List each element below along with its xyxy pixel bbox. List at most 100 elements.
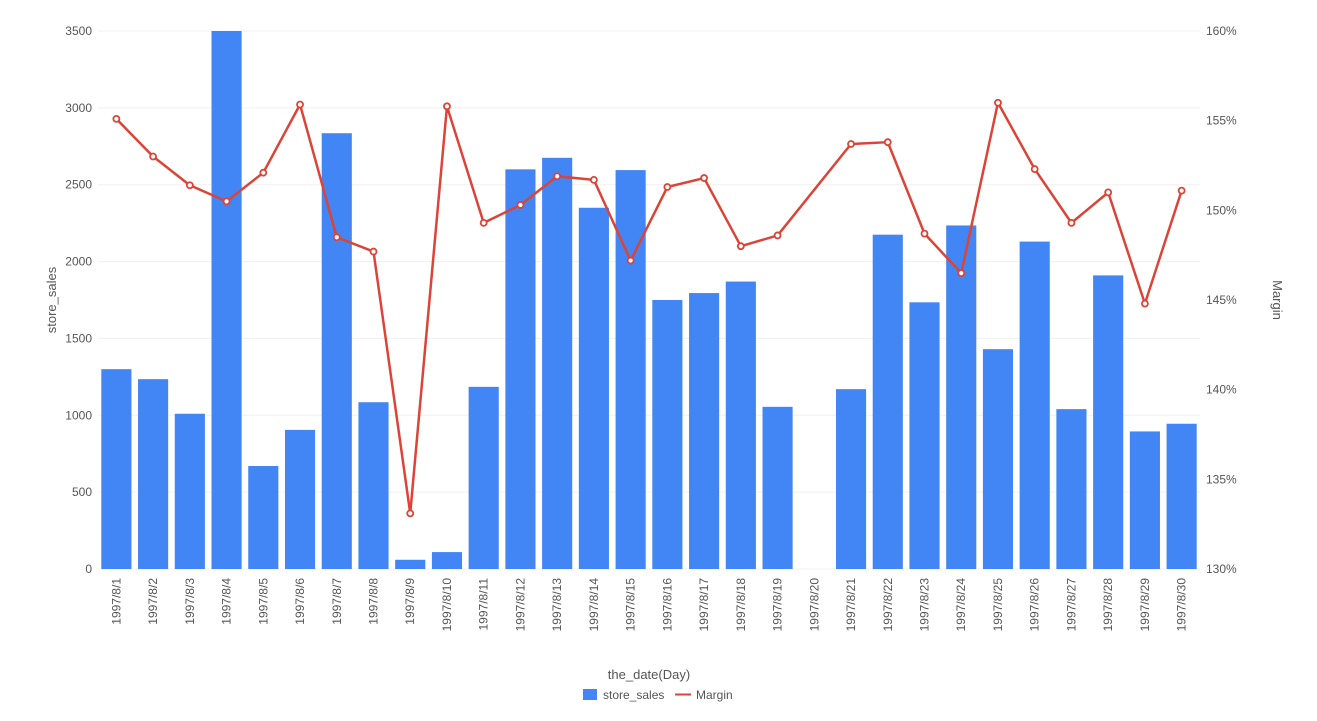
legend-item-store-sales[interactable]: store_sales <box>583 688 664 702</box>
left-tick-label: 3000 <box>65 101 92 115</box>
left-tick-label: 1500 <box>65 331 92 345</box>
margin-point[interactable] <box>112 114 121 123</box>
bar-store-sales[interactable] <box>1093 275 1124 569</box>
bar-store-sales[interactable] <box>909 302 940 569</box>
left-tick-label: 1000 <box>65 408 92 422</box>
x-tick-label: 1997/8/27 <box>1064 578 1078 632</box>
margin-point[interactable] <box>296 100 304 109</box>
left-tick-label: 2500 <box>65 178 92 192</box>
margin-point[interactable] <box>1177 186 1186 195</box>
margin-point[interactable] <box>1067 218 1076 227</box>
x-tick-label: 1997/8/7 <box>330 578 344 625</box>
margin-point[interactable] <box>516 201 525 209</box>
bar-store-sales[interactable] <box>1129 431 1160 569</box>
left-tick-label: 3500 <box>65 24 92 38</box>
bar-store-sales[interactable] <box>762 406 793 569</box>
margin-point[interactable] <box>847 140 855 148</box>
x-axis: 1997/8/1 1997/8/2 1997/8/3 1997/8/4 1997/8/5… <box>109 578 1188 632</box>
right-y-axis: 130% 135% 140% 145% 150% 155% 160% <box>1206 24 1237 576</box>
bar-store-sales[interactable] <box>835 389 867 569</box>
bar-store-sales[interactable] <box>468 386 499 569</box>
margin-point[interactable] <box>369 247 378 256</box>
x-tick-label: 1997/8/29 <box>1138 578 1152 632</box>
margin-point[interactable] <box>332 233 341 242</box>
right-tick-label: 150% <box>1206 203 1237 217</box>
x-tick-label: 1997/8/24 <box>954 578 968 632</box>
bar-store-sales[interactable] <box>358 402 389 569</box>
margin-point[interactable] <box>773 231 782 240</box>
margin-point[interactable] <box>222 197 231 206</box>
bar-store-sales[interactable] <box>395 559 426 569</box>
margin-point[interactable] <box>185 181 194 190</box>
margin-point[interactable] <box>1141 299 1149 308</box>
bar-store-sales[interactable] <box>615 170 646 569</box>
x-tick-label: 1997/8/15 <box>624 578 638 632</box>
margin-point[interactable] <box>994 98 1002 107</box>
grid-lines <box>98 30 1200 570</box>
bar-series-store-sales <box>101 31 1197 570</box>
legend-label-margin: Margin <box>696 688 733 702</box>
margin-point[interactable] <box>663 183 672 191</box>
margin-point[interactable] <box>883 138 892 147</box>
bar-store-sales[interactable] <box>138 379 169 569</box>
bar-store-sales[interactable] <box>248 466 279 569</box>
margin-point[interactable] <box>590 175 598 184</box>
left-y-axis: 0 500 1000 1500 2000 2500 3000 3500 <box>65 24 92 576</box>
margin-point[interactable] <box>736 242 745 251</box>
bar-store-sales[interactable] <box>211 31 242 569</box>
margin-point[interactable] <box>553 172 562 181</box>
margin-point[interactable] <box>700 174 708 182</box>
right-axis-title: Margin <box>1270 280 1285 320</box>
bar-store-sales[interactable] <box>725 281 756 569</box>
x-tick-label: 1997/8/22 <box>881 578 895 632</box>
bar-store-sales[interactable] <box>872 234 903 569</box>
left-axis-title: store_sales <box>44 266 59 333</box>
x-tick-label: 1997/8/1 <box>109 578 123 625</box>
bar-store-sales[interactable] <box>542 157 573 570</box>
x-tick-label: 1997/8/26 <box>1028 578 1042 632</box>
margin-point[interactable] <box>920 229 929 238</box>
bar-store-sales[interactable] <box>174 413 205 569</box>
x-tick-label: 1997/8/12 <box>513 578 527 632</box>
left-tick-label: 0 <box>85 562 92 576</box>
x-tick-label: 1997/8/21 <box>844 578 858 632</box>
x-tick-label: 1997/8/8 <box>367 578 381 625</box>
line-series-margin <box>112 98 1186 518</box>
x-tick-label: 1997/8/18 <box>734 578 748 632</box>
bar-store-sales[interactable] <box>284 429 316 569</box>
margin-point[interactable] <box>259 168 268 177</box>
bar-store-sales[interactable] <box>321 133 352 569</box>
right-tick-label: 160% <box>1206 24 1237 38</box>
x-tick-label: 1997/8/25 <box>991 578 1005 632</box>
x-tick-label: 1997/8/3 <box>183 578 197 625</box>
margin-point[interactable] <box>443 102 451 111</box>
x-tick-label: 1997/8/30 <box>1175 578 1189 632</box>
bar-store-sales[interactable] <box>101 369 132 569</box>
margin-point[interactable] <box>1030 165 1039 173</box>
right-tick-label: 130% <box>1206 562 1237 576</box>
right-tick-label: 140% <box>1206 383 1237 397</box>
margin-point[interactable] <box>957 269 966 278</box>
bar-store-sales[interactable] <box>946 225 977 569</box>
left-tick-label: 500 <box>72 485 92 499</box>
bar-store-sales[interactable] <box>652 300 683 569</box>
bar-store-sales[interactable] <box>505 169 536 570</box>
bar-store-sales[interactable] <box>431 552 463 569</box>
margin-point[interactable] <box>1104 188 1113 197</box>
bar-store-sales[interactable] <box>578 207 609 569</box>
legend-item-margin[interactable]: Margin <box>675 688 733 702</box>
bar-store-sales[interactable] <box>1019 241 1050 570</box>
bar-store-sales[interactable] <box>982 349 1014 569</box>
margin-point[interactable] <box>406 509 415 518</box>
x-tick-label: 1997/8/16 <box>660 578 674 632</box>
x-tick-label: 1997/8/13 <box>550 578 564 632</box>
margin-point[interactable] <box>149 152 158 161</box>
margin-point[interactable] <box>479 218 488 227</box>
margin-point[interactable] <box>626 256 635 265</box>
bar-store-sales[interactable] <box>689 293 720 569</box>
bar-store-sales[interactable] <box>1166 423 1197 569</box>
x-tick-label: 1997/8/2 <box>146 578 160 625</box>
x-tick-label: 1997/8/9 <box>403 578 417 625</box>
bar-store-sales[interactable] <box>1056 409 1087 569</box>
x-tick-label: 1997/8/6 <box>293 578 307 625</box>
